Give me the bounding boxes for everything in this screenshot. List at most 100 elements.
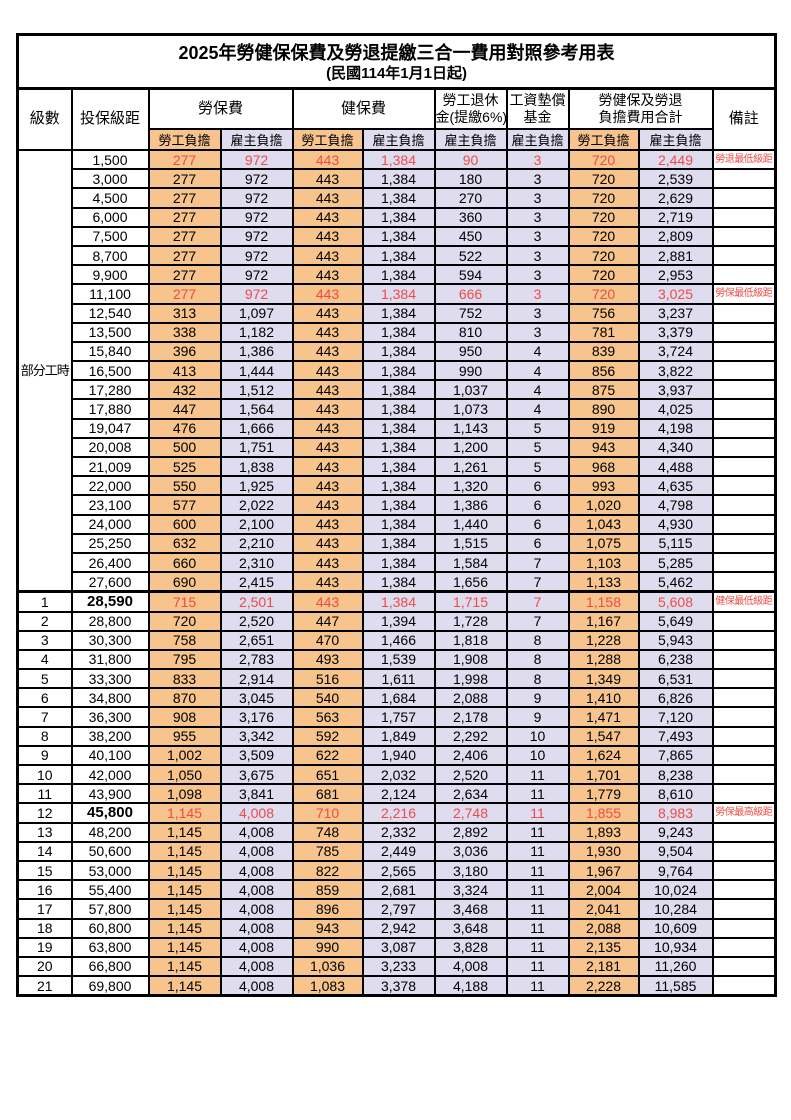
remark-cell: [711, 648, 777, 671]
bracket-cell: 4,500: [70, 187, 150, 209]
fee-cell: 1,228: [567, 629, 640, 651]
fee-cell: 781: [567, 321, 640, 343]
fee-cell: 1,384: [361, 417, 436, 439]
fee-cell: 972: [219, 187, 294, 209]
fee-cell: 1,410: [567, 687, 640, 709]
fee-cell: 1,098: [147, 783, 222, 805]
fee-cell: 443: [291, 379, 364, 401]
bracket-cell: 38,200: [70, 725, 150, 747]
fee-cell: 1,145: [147, 975, 222, 997]
fee-cell: 443: [291, 455, 364, 478]
fee-cell: 443: [291, 590, 364, 613]
table-row: 4 31,800 795 2,783 493 1,539 1,908 8 1,288 6,238: [16, 648, 777, 671]
fee-cell: 1,050: [147, 763, 222, 786]
fee-cell: 839: [567, 340, 640, 363]
level-cell: 2: [16, 610, 73, 632]
fee-cell: 540: [291, 687, 364, 709]
table-row: 23,100 577 2,022 443 1,384 1,386 6 1,020 4,798: [18, 494, 777, 516]
level-cell: 7: [16, 706, 73, 728]
fee-cell: 7: [505, 590, 570, 613]
fee-cell: 2,520: [219, 610, 294, 632]
fee-cell: 1,145: [147, 840, 222, 862]
remark-cell: [711, 725, 777, 747]
fee-cell: 810: [433, 321, 508, 343]
fee-cell: 3: [505, 244, 570, 267]
fee-cell: 833: [147, 668, 222, 690]
fee-cell: 1,145: [147, 859, 222, 882]
fee-cell: 1,384: [361, 206, 436, 228]
fee-cell: 443: [291, 513, 364, 535]
remark-cell: [711, 917, 777, 939]
table-row: 21,009 525 1,838 443 1,384 1,261 5 968 4,488: [18, 455, 777, 478]
title-row: 2025年勞健保保費及勞退提繳三合一費用對照參考用表 (民國114年1月1日起): [15, 33, 778, 90]
remark-cell: [711, 975, 777, 997]
fee-cell: 443: [291, 321, 364, 343]
fee-cell: 11: [505, 898, 570, 920]
fee-cell: 7: [505, 610, 570, 632]
fee-cell: 432: [147, 379, 222, 401]
bracket-cell: 20,008: [70, 436, 150, 459]
fee-cell: 8,238: [637, 763, 714, 786]
fee-cell: 1,384: [361, 360, 436, 382]
remark-cell: [711, 879, 777, 901]
fee-cell: 1,384: [361, 436, 436, 459]
fee-cell: 10,609: [637, 917, 714, 939]
remark-cell: [711, 744, 777, 767]
fee-cell: 1,145: [147, 936, 222, 958]
fee-cell: 681: [291, 783, 364, 805]
fee-cell: 563: [291, 706, 364, 728]
fee-cell: 1,145: [147, 917, 222, 939]
fee-cell: 1,083: [291, 975, 364, 997]
fee-cell: 1,037: [433, 379, 508, 401]
fee-cell: 875: [567, 379, 640, 401]
fee-cell: 443: [291, 187, 364, 209]
remark-cell: [711, 360, 777, 382]
fee-cell: 2,228: [567, 975, 640, 997]
fee-cell: 1,384: [361, 494, 436, 516]
remark-cell: [711, 264, 777, 286]
fee-cell: 10,934: [637, 936, 714, 958]
fee-cell: 3,045: [219, 687, 294, 709]
fee-cell: 2,210: [219, 532, 294, 554]
level-cell: 20: [16, 955, 73, 978]
bracket-cell: 12,540: [70, 302, 150, 324]
bracket-cell: 60,800: [70, 917, 150, 939]
fee-cell: 3,841: [219, 783, 294, 805]
fee-cell: 1,751: [219, 436, 294, 459]
fee-cell: 2,041: [567, 898, 640, 920]
fee-cell: 2,181: [567, 955, 640, 978]
fee-cell: 11: [505, 821, 570, 843]
table-row: 11 43,900 1,098 3,841 681 2,124 2,634 11 1,779 8,…: [16, 783, 777, 805]
fee-cell: 443: [291, 148, 364, 171]
fee-cell: 1,043: [567, 513, 640, 535]
fee-cell: 443: [291, 494, 364, 516]
fee-cell: 2,100: [219, 513, 294, 535]
header-wage-fund-line2: 基金: [523, 109, 552, 125]
fee-cell: 6: [505, 513, 570, 535]
table-row: 19 63,800 1,145 4,008 990 3,087 3,828 11 2,135 10…: [16, 936, 777, 958]
fee-cell: 1,838: [219, 455, 294, 478]
table-row: 3 30,300 758 2,651 470 1,466 1,818 8 1,228 5,943: [16, 629, 777, 651]
fee-cell: 10,284: [637, 898, 714, 920]
fee-cell: 5,608: [637, 590, 714, 613]
fee-cell: 2,449: [361, 840, 436, 862]
fee-cell: 1,893: [567, 821, 640, 843]
fee-cell: 1,386: [433, 494, 508, 516]
fee-cell: 720: [567, 244, 640, 267]
remark-cell: [711, 417, 777, 439]
fee-cell: 1,547: [567, 725, 640, 747]
fee-cell: 890: [567, 398, 640, 420]
fee-cell: 2,032: [361, 763, 436, 786]
fee-cell: 651: [291, 763, 364, 786]
remark-cell: [711, 629, 777, 651]
fee-cell: 2,216: [361, 802, 436, 824]
fee-cell: 5,462: [637, 571, 714, 593]
fee-cell: 11: [505, 763, 570, 786]
fee-cell: 4,025: [637, 398, 714, 420]
fee-cell: 1,715: [433, 590, 508, 613]
fee-cell: 11: [505, 975, 570, 997]
fee-cell: 10: [505, 744, 570, 767]
fee-cell: 4,008: [219, 840, 294, 862]
table-row: 2 28,800 720 2,520 447 1,394 1,728 7 1,167 5,649: [16, 610, 777, 632]
bracket-cell: 16,500: [70, 360, 150, 382]
